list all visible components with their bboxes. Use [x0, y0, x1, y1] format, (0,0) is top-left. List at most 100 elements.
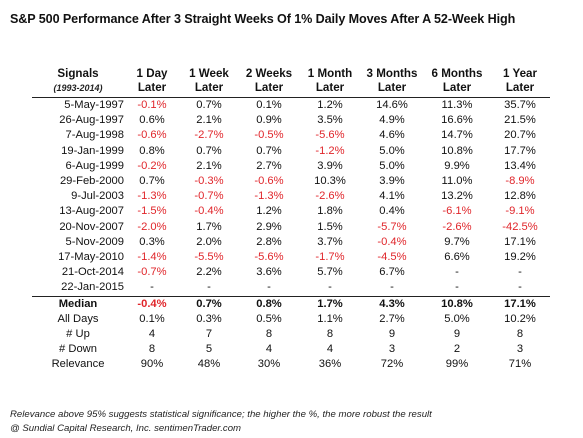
table-cell: -1.3% — [254, 190, 284, 203]
header-row: Signals 1 Day 1 Week 2 Weeks 1 Month 3 M… — [32, 64, 550, 81]
table-cell: 5.7% — [317, 266, 343, 279]
table-cell: 3.6% — [256, 266, 282, 279]
table-row: 5-May-1997 -0.1% 0.7% 0.1% 1.2% 14.6% 11.3% 35.… — [32, 98, 550, 114]
header-2-weeks-later: Later — [238, 81, 300, 98]
table-cell: 9 — [453, 328, 461, 341]
row-label: 5-May-1997 — [64, 99, 124, 111]
header-2-weeks: 2 Weeks — [245, 67, 293, 80]
row-label: 13-Aug-2007 — [59, 205, 124, 218]
table-cell: -1.4% — [137, 251, 167, 264]
table-cell: 6.7% — [379, 266, 405, 279]
table-cell: 4.6% — [379, 129, 405, 142]
table-cell: -0.7% — [194, 190, 224, 203]
table-cell: 11.3% — [441, 99, 473, 111]
row-label: Relevance — [51, 358, 105, 371]
table-cell: 1.2% — [317, 99, 343, 111]
table-cell: - — [328, 281, 332, 294]
table-cell: 0.3% — [196, 312, 222, 325]
table-cell: 10.3% — [314, 175, 346, 188]
table-cell: 4.3% — [360, 295, 424, 312]
row-label: 17-May-2010 — [58, 251, 124, 264]
row-label: 29-Feb-2000 — [59, 175, 124, 188]
row-label: 5-Nov-2009 — [65, 235, 124, 248]
table-body: 5-May-1997 -0.1% 0.7% 0.1% 1.2% 14.6% 11.3% 35.… — [32, 98, 550, 373]
table-row: 6-Aug-1999 -0.2% 2.1% 2.7% 3.9% 5.0% 9.9% 13.4% — [32, 159, 550, 174]
table-cell: 72% — [380, 358, 404, 371]
table-cell: -6.1% — [442, 205, 472, 218]
footnote: Relevance above 95% suggests statistical… — [10, 409, 432, 420]
table-cell: 9.7% — [444, 235, 470, 248]
table-cell: 4 — [148, 328, 156, 341]
table-cell: -0.4% — [377, 235, 407, 248]
header-3-months: 3 Months — [366, 67, 418, 80]
table-cell: -0.5% — [254, 129, 284, 142]
table-cell: 10.8% — [441, 144, 473, 157]
table-row: 17-May-2010 -1.4% -5.5% -5.6% -1.7% -4.5% 6.6%… — [32, 250, 550, 265]
table-cell: 3.9% — [317, 159, 343, 172]
row-label: 26-Aug-1997 — [59, 114, 124, 127]
table-cell: -2.6% — [442, 220, 472, 233]
header-signals-range: (1993-2014) — [32, 81, 124, 98]
header-signals: Signals — [57, 67, 99, 80]
table-cell: -5.5% — [194, 251, 224, 264]
table-cell: 5.0% — [444, 312, 470, 325]
table-cell: 3 — [388, 343, 396, 356]
header-1-year: 1 Year — [503, 67, 537, 80]
table-cell: 20.7% — [504, 129, 536, 142]
header-subrow: (1993-2014) Later Later Later Later Late… — [32, 81, 550, 98]
table-cell: 10.2% — [504, 312, 536, 325]
table-cell: 3 — [516, 343, 524, 356]
table-cell: 17.1% — [490, 295, 550, 312]
table-cell: -1.7% — [315, 251, 345, 264]
source-credit: @ Sundial Capital Research, Inc. sentime… — [10, 423, 242, 434]
table-cell: 9 — [388, 328, 396, 341]
table-cell: 0.1% — [256, 99, 282, 111]
table-cell: -5.6% — [254, 251, 284, 264]
table-cell: 4 — [265, 343, 273, 356]
row-label: All Days — [57, 312, 99, 325]
header-1-day-later: Later — [124, 81, 180, 98]
row-label: 6-Aug-1999 — [65, 159, 124, 172]
table-cell: -0.6% — [137, 129, 167, 142]
table-cell: 3.5% — [317, 114, 343, 127]
table-cell: 99% — [445, 358, 469, 371]
table-row: 9-Jul-2003 -1.3% -0.7% -1.3% -2.6% 4.1% 13.2% 1… — [32, 189, 550, 204]
header-1-month-later: Later — [300, 81, 360, 98]
table-cell: -1.3% — [137, 190, 167, 203]
table-cell: 13.4% — [504, 159, 536, 172]
table-cell: 2.0% — [196, 235, 222, 248]
chart-title: S&P 500 Performance After 3 Straight Wee… — [10, 12, 516, 26]
table-cell: 0.6% — [139, 114, 165, 127]
table-cell: 36% — [318, 358, 342, 371]
table-cell: 21.5% — [504, 114, 536, 127]
table-cell: 5.0% — [379, 144, 405, 157]
table-cell: 0.7% — [196, 99, 222, 111]
table-row: 5-Nov-2009 0.3% 2.0% 2.8% 3.7% -0.4% 9.7% 17.1% — [32, 235, 550, 250]
table-cell: -0.6% — [254, 175, 284, 188]
table-cell: 1.8% — [317, 205, 343, 218]
table-cell: -8.9% — [505, 175, 535, 188]
table-cell: 17.1% — [504, 235, 536, 248]
table-cell: 3.7% — [317, 235, 343, 248]
table-cell: -0.7% — [137, 266, 167, 279]
table-cell: 6.6% — [444, 251, 470, 264]
table-row: 22-Jan-2015 - - - - - - - — [32, 280, 550, 296]
header-6-months: 6 Months — [431, 67, 483, 80]
table-row: 7-Aug-1998 -0.6% -2.7% -0.5% -5.6% 4.6% 14.7% 2… — [32, 128, 550, 143]
table-cell: 2.1% — [196, 159, 222, 172]
row-label: 22-Jan-2015 — [61, 281, 124, 294]
table-cell: 0.4% — [379, 205, 405, 218]
table-cell: -5.7% — [377, 220, 407, 233]
table-cell: - — [455, 281, 459, 294]
table-cell: 2.7% — [256, 159, 282, 172]
table-cell: 0.8% — [238, 295, 300, 312]
table-cell: -0.1% — [137, 99, 167, 111]
table-cell: -1.2% — [315, 144, 345, 157]
table-row: 13-Aug-2007 -1.5% -0.4% 1.2% 1.8% 0.4% -6.1% -9… — [32, 204, 550, 219]
table-cell: 1.1% — [317, 312, 343, 325]
table-cell: 2.7% — [379, 312, 405, 325]
table-cell: 2.1% — [196, 114, 222, 127]
summary-row: Median -0.4% 0.7% 0.8% 1.7% 4.3% 10.8% 17.1% — [32, 295, 550, 312]
table-cell: 1.2% — [256, 205, 282, 218]
table-cell: 5.0% — [379, 159, 405, 172]
